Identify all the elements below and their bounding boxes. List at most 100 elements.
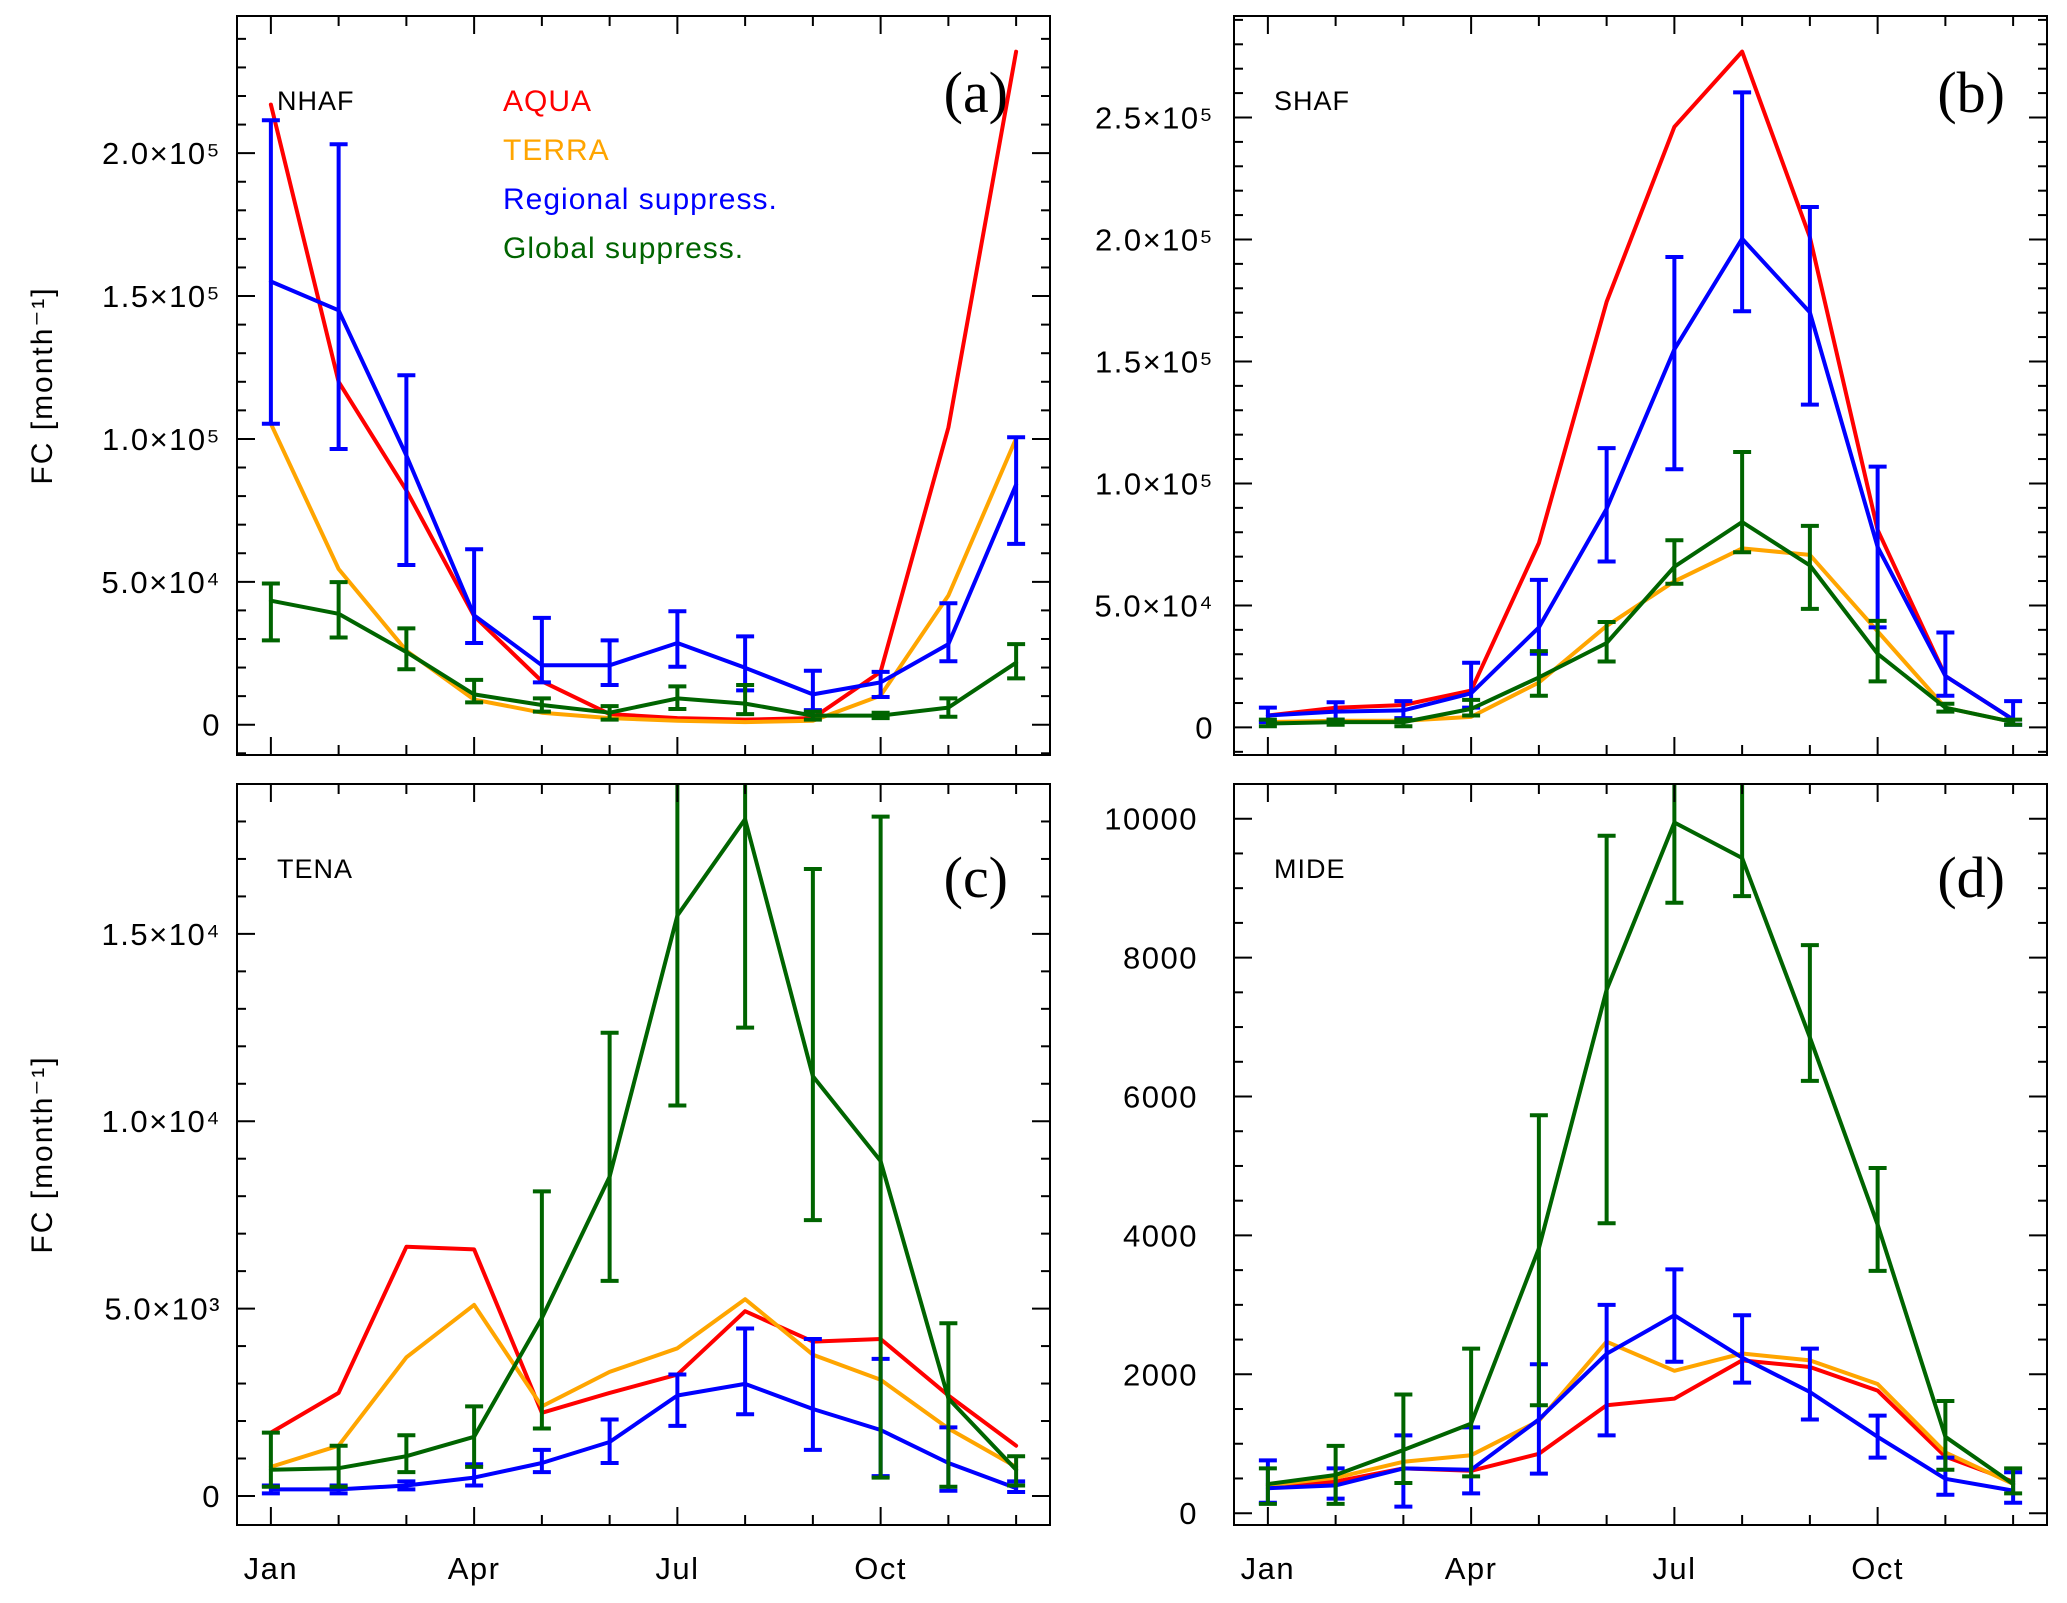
y-tick-label: 1.0×10⁵ xyxy=(1095,467,1214,502)
y-tick-label: 0 xyxy=(1179,1496,1198,1531)
y-tick-label: 4000 xyxy=(1123,1218,1198,1253)
y-axis-ticks xyxy=(1234,18,2047,753)
error-bar-regional-suppress xyxy=(1665,1267,1684,1364)
series-layer xyxy=(1258,49,2023,729)
error-bar-regional-suppress xyxy=(1733,90,1752,314)
error-bar-global-suppress xyxy=(532,696,551,714)
error-bar-global-suppress xyxy=(1394,1392,1413,1485)
error-bar-global-suppress xyxy=(397,626,416,672)
panel-c: 0 5.0×10³ 1.0×10⁴ 1.5×10⁴ Jan Apr Jul Oct TENA (c… xyxy=(26,783,1051,1586)
y-tick-label: 2.5×10⁵ xyxy=(1095,101,1214,136)
error-bar-global-suppress xyxy=(532,1189,551,1431)
y-tick-label: 1.5×10⁵ xyxy=(102,279,221,314)
error-bar-global-suppress xyxy=(1529,1113,1548,1408)
error-bar-global-suppress xyxy=(1665,538,1684,586)
y-axis-ticks xyxy=(1234,783,2047,1515)
y-tick-label: 1.0×10⁵ xyxy=(102,422,221,457)
x-axis-ticks xyxy=(1266,784,2015,1525)
x-tick-label: Apr xyxy=(448,1551,501,1586)
error-bar-global-suppress xyxy=(1936,1399,1955,1472)
error-bar-regional-suppress xyxy=(600,638,619,687)
error-bar-regional-suppress xyxy=(397,1479,416,1492)
error-bar-global-suppress xyxy=(1394,717,1413,729)
series-line-aqua xyxy=(1265,49,2016,722)
series-line-terra xyxy=(268,1297,1019,1469)
error-bar-global-suppress xyxy=(668,684,687,711)
error-bar-global-suppress xyxy=(668,784,687,1108)
y-tick-label: 2.0×10⁵ xyxy=(102,136,221,171)
series-line-regional-suppress xyxy=(268,1381,1019,1492)
series-line-global-suppress xyxy=(1265,820,2016,1486)
y-tick-label: 1.0×10⁴ xyxy=(102,1104,222,1139)
error-bar-global-suppress xyxy=(1462,697,1481,718)
error-bar-global-suppress xyxy=(939,696,958,719)
y-tick-label: 5.0×10⁴ xyxy=(1095,588,1215,623)
y-tick-label: 2000 xyxy=(1123,1357,1198,1392)
plot-frame xyxy=(236,783,1051,1526)
error-bar-regional-suppress xyxy=(1597,446,1616,564)
series-line-terra xyxy=(1265,1339,2016,1488)
error-bar-regional-suppress xyxy=(465,547,484,645)
panel-d: 0 2000 4000 6000 8000 10000 Jan Apr Jul Oct MIDE (d… xyxy=(1104,783,2048,1586)
x-tick-label: Jan xyxy=(1241,1551,1295,1586)
y-tick-label: 0 xyxy=(202,708,221,743)
error-bar-global-suppress xyxy=(1462,1346,1481,1479)
y-tick-label: 2.0×10⁵ xyxy=(1095,223,1214,258)
error-bar-global-suppress xyxy=(261,1430,280,1489)
error-bar-regional-suppress xyxy=(1597,1302,1616,1438)
plot-frame xyxy=(236,15,1051,756)
error-bar-regional-suppress xyxy=(329,142,348,451)
x-tick-label: Jan xyxy=(244,1551,298,1586)
series-layer xyxy=(1258,784,2023,1509)
legend-entry-regional-suppress: Regional suppress. xyxy=(503,183,778,216)
error-bar-global-suppress xyxy=(1326,1443,1345,1506)
legend-entry-terra: TERRA xyxy=(503,134,610,167)
region-label: NHAF xyxy=(277,86,355,116)
error-bar-global-suppress xyxy=(736,784,755,1030)
x-axis-ticks xyxy=(269,16,1018,755)
error-bar-regional-suppress xyxy=(1936,630,1955,698)
y-tick-label: 8000 xyxy=(1123,941,1198,976)
error-bar-global-suppress xyxy=(600,1030,619,1283)
error-bar-global-suppress xyxy=(329,580,348,640)
series-layer xyxy=(261,784,1026,1496)
x-tick-label: Jul xyxy=(1652,1551,1696,1586)
error-bar-regional-suppress xyxy=(397,373,416,567)
error-bar-regional-suppress xyxy=(532,1447,551,1475)
error-bar-regional-suppress xyxy=(1868,1413,1887,1460)
error-bar-regional-suppress xyxy=(261,118,280,426)
y-tick-label: 0 xyxy=(1195,710,1214,745)
error-bar-global-suppress xyxy=(871,710,890,721)
error-bar-global-suppress xyxy=(1007,642,1026,681)
series-line-global-suppress xyxy=(268,598,1019,718)
error-bar-regional-suppress xyxy=(1665,255,1684,472)
error-bar-global-suppress xyxy=(1800,523,1819,611)
error-bar-global-suppress xyxy=(1733,449,1752,555)
series-line-regional-suppress xyxy=(1265,1313,2016,1493)
error-bar-global-suppress xyxy=(1868,1166,1887,1273)
plot-frame xyxy=(1233,783,2048,1526)
error-bar-global-suppress xyxy=(736,682,755,717)
x-tick-label: Oct xyxy=(854,1551,907,1586)
error-bar-global-suppress xyxy=(2004,717,2023,727)
legend-entry-aqua: AQUA xyxy=(503,85,592,118)
x-axis-ticks xyxy=(1266,16,2015,755)
error-bar-global-suppress xyxy=(465,1404,484,1469)
error-bar-global-suppress xyxy=(1597,833,1616,1226)
y-axis-ticks xyxy=(237,783,1050,1497)
error-bar-regional-suppress xyxy=(736,1326,755,1417)
error-bar-global-suppress xyxy=(1007,1454,1026,1488)
error-bar-global-suppress xyxy=(1326,717,1345,727)
panel-label: (b) xyxy=(1937,60,2005,125)
y-tick-label: 6000 xyxy=(1123,1080,1198,1115)
series-line-terra xyxy=(268,421,1019,725)
error-bar-regional-suppress xyxy=(803,1336,822,1452)
y-tick-label: 0 xyxy=(202,1479,221,1514)
legend-entry-global-suppress: Global suppress. xyxy=(503,232,744,265)
error-bar-global-suppress xyxy=(939,1321,958,1489)
y-axis-ticks xyxy=(237,37,1050,755)
y-tick-label: 1.5×10⁵ xyxy=(1095,345,1214,380)
series-line-regional-suppress xyxy=(268,279,1019,697)
error-bar-regional-suppress xyxy=(1800,205,1819,407)
